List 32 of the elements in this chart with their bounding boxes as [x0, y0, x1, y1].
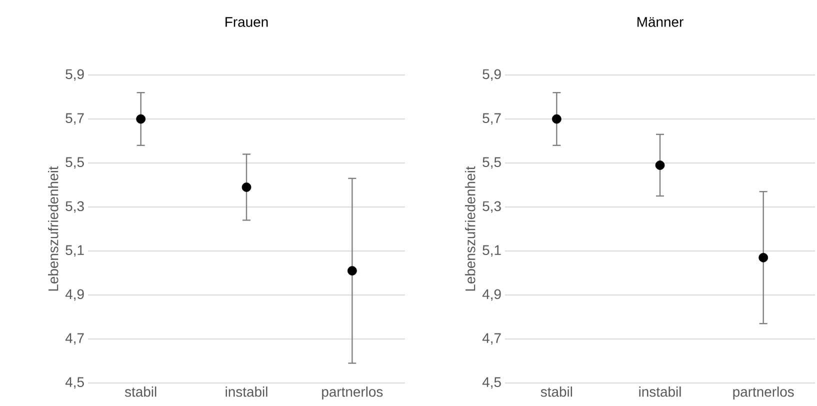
x-tick-label: instabil [226, 386, 268, 397]
y-tick-label: 5,1 [482, 245, 501, 257]
y-tick-label: 5,1 [66, 245, 84, 257]
y-tick-label: 4,9 [482, 289, 501, 301]
y-tick-label: 5,5 [482, 157, 501, 169]
x-tick-label: partnerlos [733, 386, 794, 400]
point [347, 266, 357, 276]
x-tick-label: instabil [639, 386, 681, 397]
y-tick-label: 4,7 [482, 333, 501, 345]
y-tick-label: 5,3 [66, 201, 84, 213]
chart-title: Männer [638, 17, 684, 27]
y-tick-label: 5,5 [66, 157, 84, 169]
x-tick-label: stabil [124, 386, 156, 397]
y-tick-label: 5,3 [482, 201, 501, 213]
y-tick-label: 4,5 [65, 377, 84, 389]
x-tick-label: partnerlos [322, 386, 383, 400]
y-tick-label: 4,9 [65, 289, 84, 301]
y-tick-label: 5,9 [66, 69, 84, 81]
y-tick-label: 5,7 [66, 113, 84, 125]
y-tick-label: 5,7 [482, 113, 501, 125]
y-tick-label: 5,9 [482, 69, 501, 81]
y-axis-title: Lebenszufriedenheit [465, 166, 476, 291]
point [242, 182, 252, 192]
point [136, 114, 146, 124]
x-tick-label: stabil [540, 386, 572, 397]
point [655, 160, 665, 170]
y-tick-label: 4,7 [65, 333, 84, 345]
point [552, 114, 562, 124]
chart-title: Frauen [226, 17, 268, 27]
point [758, 252, 768, 262]
y-axis-title: Lebenszufriedenheit [48, 166, 58, 291]
y-tick-label: 4,5 [482, 377, 501, 389]
